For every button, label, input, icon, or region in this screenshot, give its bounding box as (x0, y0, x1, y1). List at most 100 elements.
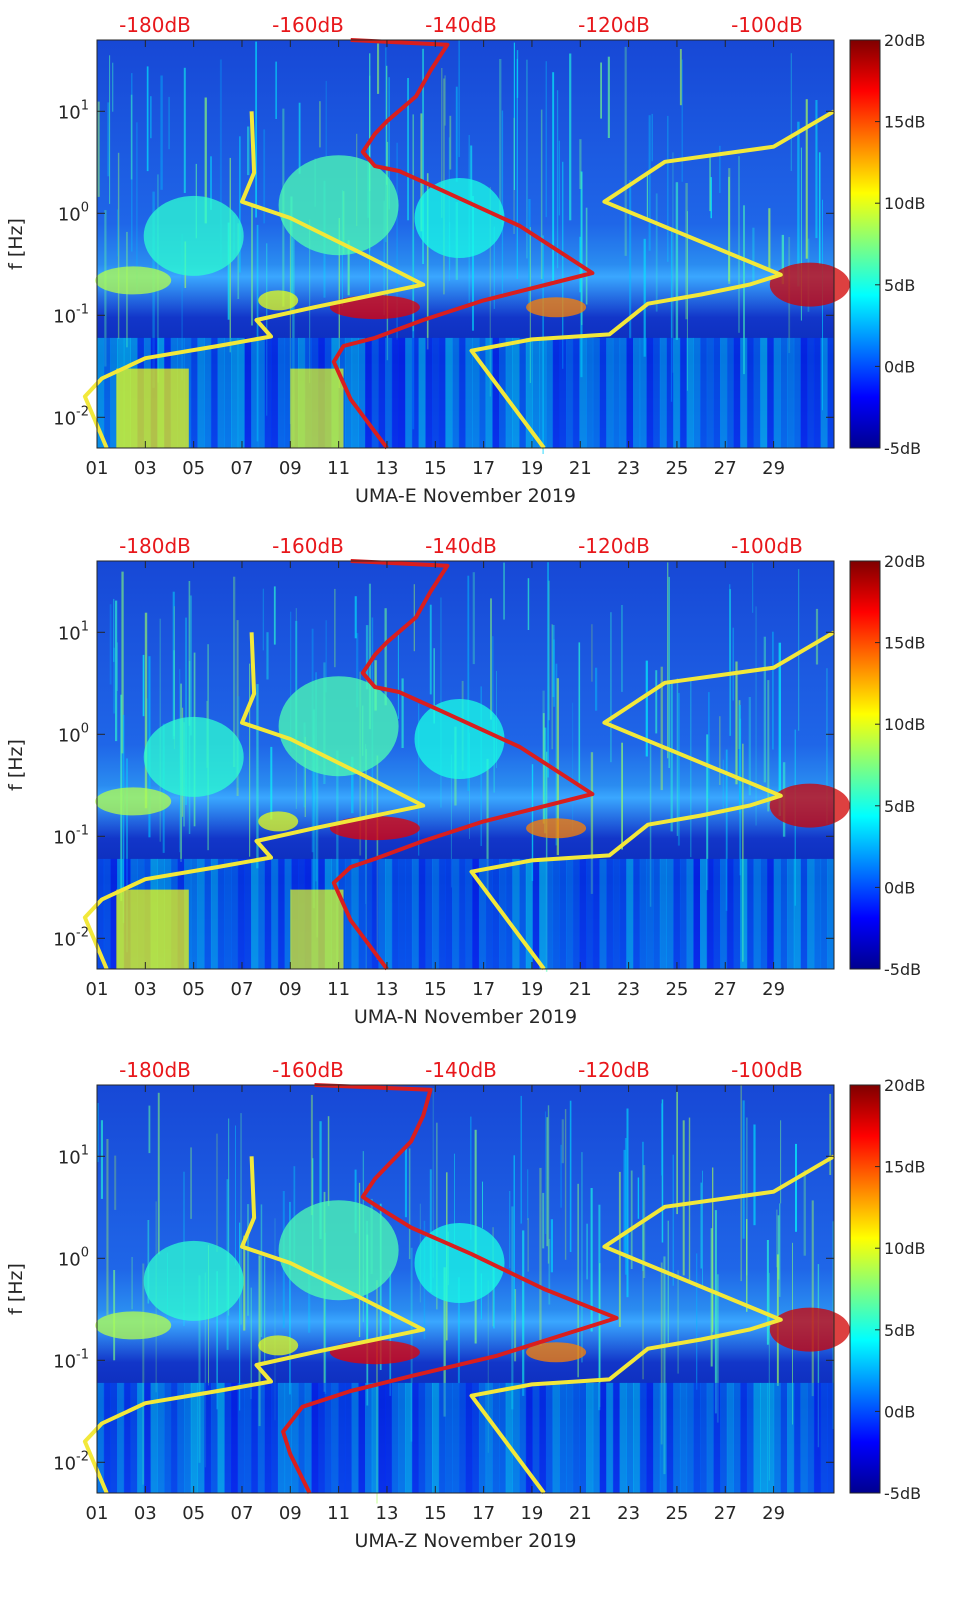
x-tick-label: 23 (617, 979, 640, 1000)
spectrogram-streak (752, 227, 755, 282)
spectrogram-lowband (365, 337, 373, 448)
spectrogram-streak (630, 1170, 633, 1269)
spectrogram-lowband (130, 1382, 138, 1493)
spectrogram-streak (121, 571, 124, 754)
colorbar (849, 1084, 881, 1494)
spectrogram-streak (682, 1120, 685, 1276)
spectrogram-lowband (753, 1382, 761, 1493)
spectrogram-energy-patch (769, 1307, 850, 1352)
noise-model-curve-red (331, 38, 595, 450)
spectrogram-streak (386, 141, 389, 361)
spectrogram-lowband (532, 337, 540, 448)
spectrogram-streak (489, 187, 491, 397)
spectrogram-streak (109, 604, 112, 685)
spectrogram-lowband (164, 1382, 172, 1493)
spectrogram-lowband (358, 858, 366, 969)
spectrogram-lowband (626, 1382, 634, 1493)
spectrogram-streak (249, 663, 251, 857)
spectrogram-lowband (720, 1382, 728, 1493)
spectrogram-streak (655, 670, 658, 734)
spectrogram-energy-patch (95, 1311, 172, 1340)
spectrogram-streak (509, 1191, 511, 1269)
spectrogram-streak (383, 200, 385, 316)
x-tick-label: 19 (520, 1503, 543, 1524)
spectrogram-lowband (244, 1382, 252, 1493)
spectrogram-streak (312, 709, 315, 909)
spectrogram-streak (236, 620, 239, 796)
spectrogram-lowband (344, 1382, 353, 1493)
x-tick-label: 27 (714, 979, 737, 1000)
spectrogram-energy-patch (95, 787, 172, 816)
spectrogram-streak (183, 67, 186, 193)
spectrogram-streak (646, 171, 648, 221)
spectrogram-streak (397, 634, 399, 719)
spectrogram-lowfreq-block (290, 368, 344, 448)
spectrogram-streak (714, 1210, 717, 1414)
spectrogram-lowband (398, 858, 406, 969)
spectrogram-streak (260, 1204, 263, 1338)
spectrogram-lowband (465, 858, 473, 969)
spectrogram-lowband (572, 1382, 580, 1493)
top-axis-label: -100dB (731, 534, 803, 558)
spectrogram-streak (315, 672, 317, 882)
spectrogram-lowband (592, 858, 600, 969)
spectrogram-streak (100, 1120, 103, 1199)
x-tick-label: 11 (327, 1503, 350, 1524)
spectrogram-streak (735, 661, 738, 785)
spectrogram-lowband (666, 1382, 674, 1493)
spectrogram-lowband (190, 337, 198, 448)
spectrogram-streak (829, 1093, 832, 1175)
spectrogram-lowband (673, 337, 681, 448)
top-axis-label: -140dB (425, 13, 497, 37)
spectrogram-lowband (646, 858, 654, 969)
spectrogram-lowband (445, 858, 453, 969)
spectrogram-streak (702, 1170, 703, 1286)
colorbar-label: 10dB (884, 1239, 926, 1258)
spectrogram-lowband (827, 858, 835, 969)
spectrogram-streak (117, 152, 120, 339)
spectrogram-lowband (244, 858, 252, 969)
colorbar-label: 10dB (884, 194, 926, 213)
spectrogram-lowband (592, 1382, 600, 1493)
spectrogram-streak (114, 1155, 117, 1210)
spectrogram-streak (675, 182, 679, 340)
noise-model-curve-yellow (82, 111, 426, 449)
x-tick-label: 23 (617, 1503, 640, 1524)
spectrogram-streak (818, 152, 821, 265)
spectrogram-lowband (244, 337, 252, 448)
spectrogram-lowband (606, 1382, 614, 1493)
spectrogram-lowband (411, 858, 420, 969)
colorbar-label: -5dB (884, 1484, 921, 1503)
spectrogram-streak (778, 642, 781, 816)
top-axis-label: -140dB (425, 534, 497, 558)
spectrogram-lowband (391, 1382, 399, 1493)
spectrogram-lowband (418, 337, 426, 448)
spectrogram-streak (522, 1230, 525, 1396)
spectrogram-streak (148, 1105, 151, 1154)
x-tick-label: 07 (231, 1503, 254, 1524)
spectrogram-streak (660, 666, 663, 791)
x-tick-label: 03 (134, 1503, 157, 1524)
spectrogram-streak (275, 61, 277, 119)
spectrogram-streak (487, 1280, 489, 1453)
spectrogram-lowband (700, 1382, 708, 1493)
panel-uma-n: 01 03 05 07 09 11 13 15 17 19 21 23 25 27 29 10-2 10-1 10… (5, 534, 926, 1028)
spectrogram-streak (552, 72, 555, 284)
spectrogram-streak (122, 714, 125, 924)
spectrogram-streak (753, 1124, 756, 1226)
noise-model-curve-yellow (469, 1154, 836, 1495)
colorbar-label: 20dB (884, 552, 926, 571)
x-tick-label: 21 (569, 458, 592, 479)
spectrogram-lowband (586, 858, 594, 969)
x-tick-label: 29 (762, 979, 785, 1000)
spectrogram-streak (728, 176, 730, 282)
spectrogram (95, 1085, 850, 1504)
spectrogram-streak (185, 617, 187, 805)
spectrogram-streak (661, 1099, 664, 1243)
spectrogram-lowband (519, 858, 527, 969)
spectrogram-lowband (532, 858, 540, 969)
spectrogram-lowband (726, 858, 734, 969)
spectrogram-lowband (123, 1382, 131, 1493)
spectrogram-streak (685, 183, 688, 320)
